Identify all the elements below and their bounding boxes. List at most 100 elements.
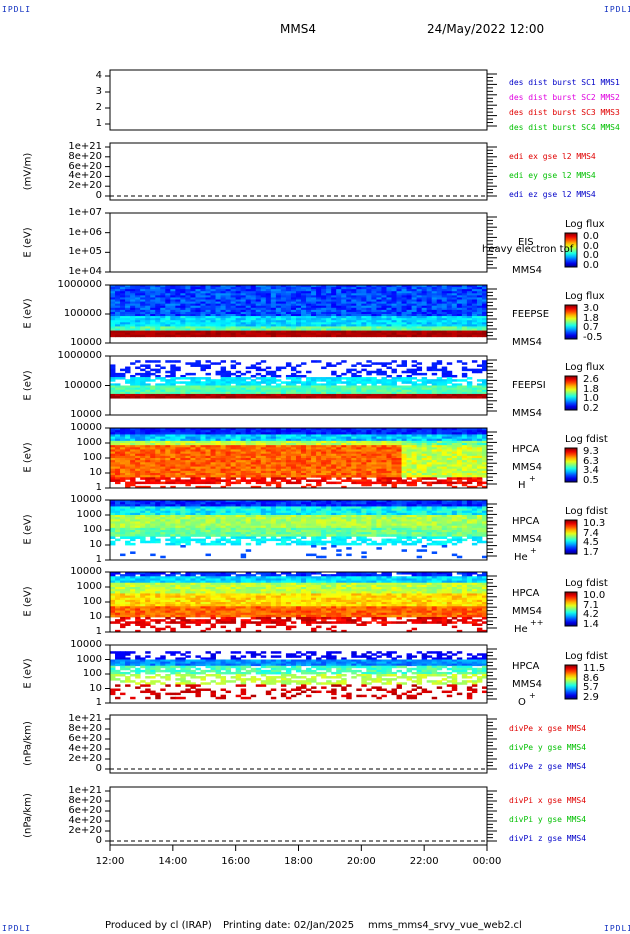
spectrogram-cell: [401, 360, 407, 363]
spectrogram-cell: [301, 295, 307, 298]
spectrogram-cell: [150, 443, 156, 446]
spectrogram-cell: [110, 330, 116, 334]
spectrogram-cell: [391, 451, 397, 455]
spectrogram-cell: [411, 285, 418, 288]
spectrogram-cell: [290, 451, 297, 455]
spectrogram-cell: [180, 301, 186, 305]
spectrogram-cell: [255, 473, 262, 476]
spectrogram-cell: [431, 362, 438, 365]
spectrogram-cell: [466, 297, 473, 300]
spectrogram-cell: [311, 466, 317, 470]
spectrogram-cell: [250, 307, 257, 311]
spectrogram-cell: [331, 299, 337, 302]
spectrogram-cell: [270, 462, 277, 465]
spectrogram-cell: [205, 428, 211, 431]
spectrogram-cell: [205, 434, 211, 437]
spectrogram-cell: [190, 436, 196, 440]
spectrogram-cell: [140, 387, 146, 391]
spectrogram-cell: [175, 332, 181, 336]
spectrogram-cell: [376, 443, 382, 446]
spectrogram-cell: [416, 387, 423, 391]
spectrogram-cell: [476, 455, 483, 459]
spectrogram-cell: [275, 316, 282, 319]
spectrogram-cell: [461, 396, 468, 399]
spectrogram-cell: [275, 324, 282, 327]
spectrogram-cell: [170, 305, 176, 309]
spectrogram-cell: [451, 293, 458, 296]
spectrogram-cell: [461, 462, 468, 465]
spectrogram-cell: [205, 479, 211, 482]
spectrogram-cell: [255, 307, 262, 311]
spectrogram-cell: [391, 377, 397, 380]
spectrogram-cell: [311, 485, 317, 489]
spectrogram-cell: [441, 316, 448, 319]
spectrogram-cell: [230, 287, 237, 290]
spectrogram-cell: [476, 379, 483, 382]
spectrogram-cell: [250, 468, 257, 472]
spectrogram-cell: [175, 438, 181, 442]
spectrogram-cell: [446, 379, 453, 382]
spectrogram-cell: [436, 303, 443, 307]
spectrogram-cell: [135, 305, 141, 309]
spectrogram-cell: [361, 477, 367, 480]
spectrogram-cell: [155, 360, 161, 363]
spectrogram-cell: [115, 510, 121, 514]
spectrogram-cell: [210, 393, 216, 397]
spectrogram-cell: [230, 428, 237, 431]
spectrogram-cell: [285, 451, 292, 455]
spectrogram-cell: [155, 326, 161, 329]
spectrogram-cell: [451, 334, 458, 338]
spectrogram-cell: [456, 447, 463, 450]
spectrogram-cell: [290, 320, 297, 323]
spectrogram-cell: [446, 389, 453, 393]
spectrogram-cell: [331, 289, 337, 292]
spectrogram-cell: [165, 449, 171, 452]
spectrogram-cell: [150, 297, 156, 300]
spectrogram-cell: [135, 475, 141, 478]
spectrogram-cell: [451, 477, 458, 480]
spectrogram-cell: [386, 475, 392, 478]
spectrogram-cell: [240, 430, 247, 433]
spectrogram-cell: [431, 396, 438, 399]
spectrogram-cell: [421, 287, 428, 290]
spectrogram-cell: [165, 443, 171, 446]
spectrogram-cell: [411, 320, 418, 323]
spectrogram-cell: [155, 297, 161, 300]
spectrogram-cell: [456, 462, 463, 465]
spectrogram-cell: [215, 305, 221, 309]
spectrogram-cell: [145, 389, 151, 393]
spectrogram-cell: [401, 379, 407, 382]
spectrogram-cell: [180, 464, 186, 467]
spectrogram-cell: [351, 307, 357, 311]
spectrogram-cell: [301, 440, 307, 444]
spectrogram-cell: [316, 428, 322, 431]
spectrogram-cell: [265, 287, 272, 290]
spectrogram-cell: [290, 307, 297, 311]
spectrogram-cell: [436, 362, 443, 365]
spectrogram-cell: [401, 320, 407, 323]
spectrogram-cell: [421, 377, 428, 380]
spectrogram-cell: [446, 370, 453, 374]
spectrogram-cell: [411, 445, 418, 448]
spectrogram-cell: [346, 328, 352, 331]
spectrogram-cell: [421, 445, 428, 448]
spectrogram-cell: [356, 299, 362, 302]
spectrogram-cell: [295, 430, 302, 433]
spectrogram-cell: [200, 318, 206, 321]
spectrogram-cell: [366, 393, 372, 397]
spectrogram-cell: [446, 430, 453, 433]
spectrogram-cell: [295, 455, 302, 459]
spectrogram-cell: [120, 332, 126, 336]
spectrogram-cell: [220, 396, 227, 399]
spectrogram-cell: [290, 303, 297, 307]
spectrogram-cell: [265, 314, 272, 317]
spectrogram-cell: [130, 477, 136, 480]
spectrogram-cell: [150, 458, 156, 461]
spectrogram-cell: [295, 443, 302, 446]
spectrogram-cell: [260, 440, 267, 444]
spectrogram-cell: [145, 464, 151, 467]
spectrogram-cell: [416, 366, 423, 370]
spectrogram-cell: [446, 396, 453, 399]
spectrogram-cell: [421, 332, 428, 336]
